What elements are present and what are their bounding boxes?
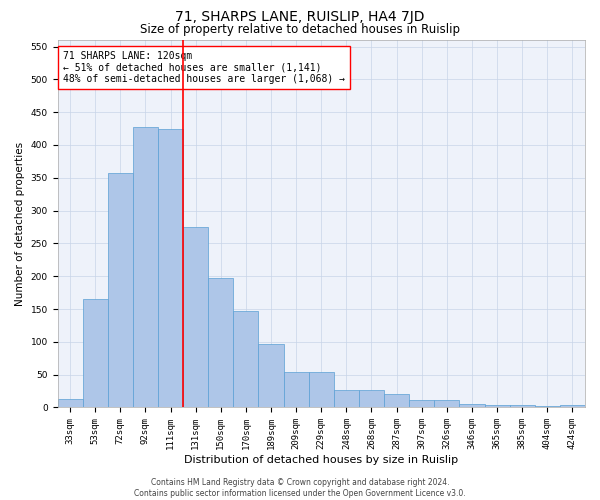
Y-axis label: Number of detached properties: Number of detached properties: [15, 142, 25, 306]
Bar: [509, 405, 535, 407]
Bar: [409, 400, 434, 407]
Text: 71, SHARPS LANE, RUISLIP, HA4 7JD: 71, SHARPS LANE, RUISLIP, HA4 7JD: [175, 10, 425, 24]
Bar: [434, 400, 460, 407]
Bar: [183, 227, 208, 408]
Bar: [460, 404, 485, 407]
Bar: [334, 390, 359, 407]
Bar: [284, 372, 309, 408]
Bar: [560, 405, 585, 407]
Bar: [208, 278, 233, 407]
Bar: [158, 128, 183, 407]
Text: Size of property relative to detached houses in Ruislip: Size of property relative to detached ho…: [140, 22, 460, 36]
Text: Contains HM Land Registry data © Crown copyright and database right 2024.
Contai: Contains HM Land Registry data © Crown c…: [134, 478, 466, 498]
X-axis label: Distribution of detached houses by size in Ruislip: Distribution of detached houses by size …: [184, 455, 458, 465]
Bar: [58, 399, 83, 407]
Bar: [535, 406, 560, 407]
Bar: [83, 299, 108, 408]
Bar: [384, 394, 409, 407]
Bar: [359, 390, 384, 407]
Bar: [485, 405, 509, 407]
Bar: [233, 311, 259, 408]
Bar: [259, 344, 284, 408]
Bar: [108, 172, 133, 408]
Bar: [309, 372, 334, 408]
Text: 71 SHARPS LANE: 120sqm
← 51% of detached houses are smaller (1,141)
48% of semi-: 71 SHARPS LANE: 120sqm ← 51% of detached…: [63, 51, 345, 84]
Bar: [133, 126, 158, 408]
